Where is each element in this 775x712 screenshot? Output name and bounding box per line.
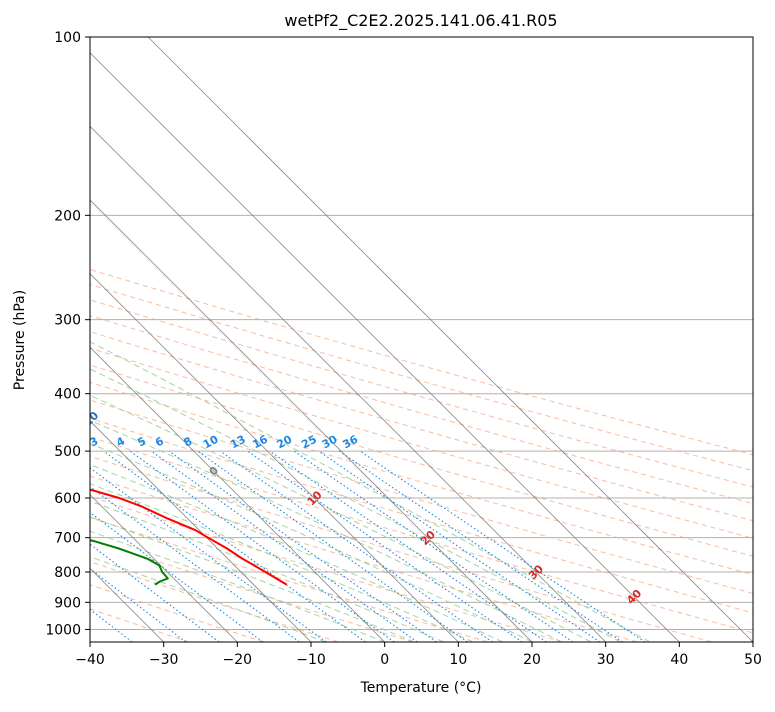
x-tick-label: −40 [75,652,105,668]
dry-adiabat-line [90,315,753,505]
x-tick-label: −20 [223,652,253,668]
x-axis-label: Temperature (°C) [360,680,482,696]
dry-adiabat-line [90,516,488,642]
dry-adiabat-line [90,561,339,642]
y-tick-label: 1000 [45,622,81,638]
x-axis-ticks: −40 −30 −20 −10 0 10 20 30 40 50 [75,642,762,668]
isotherm-line [90,125,606,642]
y-tick-label: 800 [54,565,81,581]
mixing-ratio-label: 25 [299,433,319,452]
x-tick-label: 0 [380,652,389,668]
y-tick-label: 700 [54,531,81,547]
isotherm-line [90,494,238,642]
mixing-ratio-line [247,450,523,642]
moist-adiabat-line [90,464,503,642]
mixing-ratio-label: 5 [135,434,148,449]
mixing-ratio-label: 20 [275,433,295,452]
y-tick-label: 400 [54,387,81,403]
isotherm-label: -10 [78,409,101,432]
x-tick-label: −30 [149,652,179,668]
isotherm-line [90,420,312,642]
mixing-ratio-label: 10 [201,433,221,452]
mixing-ratio-line [90,568,187,642]
moist-adiabat-line [90,341,651,642]
mixing-ratio-label: 30 [320,433,340,452]
mixing-ratio-line [359,450,646,642]
dry-adiabat-line [90,417,753,614]
mixing-ratio-line [151,450,418,642]
mixing-ratio-line [269,450,547,642]
isotherm-line [90,273,459,642]
mixing-ratio-line [197,450,468,642]
y-tick-label: 600 [54,491,81,507]
plot-frame [89,36,754,643]
moist-adiabat-line [90,419,562,642]
dry-adiabat-line [90,436,753,634]
dry-adiabat-line [90,331,753,522]
moist-adiabat-line [90,516,415,642]
mixing-ratio-label: 1.5 [21,432,44,453]
x-tick-label: 50 [744,652,762,668]
dry-adiabat-line [90,283,753,472]
dry-adiabat-line [90,495,563,642]
mixing-ratio-label: 1 [0,434,6,449]
x-tick-label: 10 [449,652,467,668]
mixing-ratio-label: 13 [228,433,248,452]
reference-lines [90,37,753,642]
dry-adiabat-line [90,584,264,642]
x-tick-label: 40 [670,652,688,668]
temperature-profile-line [90,488,288,586]
y-axis-ticks: 100 200 300 400 500 600 700 800 900 1000 [45,30,90,638]
moist-adiabat-line [90,483,474,642]
y-tick-label: 900 [54,595,81,611]
isotherm-line [147,37,753,642]
mixing-ratio-line [90,543,220,642]
moist-adiabat-line [90,368,621,642]
mixing-ratio-label: 36 [341,433,361,452]
mixing-ratio-line [293,450,574,642]
mixing-ratio-line [103,450,366,642]
dry-adiabat-line [90,455,712,642]
moist-adiabat-line [90,394,592,642]
dry-adiabat-line [90,381,753,576]
dry-adiabat-line [90,608,189,642]
mixing-ratio-label: 6 [153,434,166,449]
dry-adiabat-line [90,399,753,595]
moist-adiabat-line [90,556,326,642]
dry-adiabat-line [90,538,414,642]
mixing-ratio-line [168,450,437,642]
dry-adiabat-line [90,268,753,456]
isotherm-line [90,346,385,642]
moist-adiabat-line [90,442,533,642]
moist-adiabat-line [90,530,385,642]
dry-adiabat-line [90,475,638,642]
chart-title: wetPf2_C2E2.2025.141.06.41.R05 [284,11,557,31]
y-axis-label: Pressure (hPa) [12,290,28,390]
x-tick-label: 20 [523,652,541,668]
x-tick-label: −10 [296,652,326,668]
mixing-ratio-label: 3 [88,434,101,449]
dry-adiabat-line [90,299,753,488]
isotherm-line [90,199,533,642]
y-tick-label: 500 [54,444,81,460]
dry-adiabat-line [90,364,753,557]
mixing-ratio-line [318,450,601,642]
mixing-ratio-label: 16 [250,433,270,452]
y-tick-label: 100 [54,30,81,46]
x-tick-label: 30 [597,652,615,668]
sounding-profiles [90,488,288,586]
mixing-ratio-line [338,450,623,642]
isotherm-line [90,52,680,642]
y-tick-label: 200 [54,208,81,224]
mixing-ratio-line [90,467,327,642]
dry-adiabat-line [90,347,753,539]
y-tick-label: 300 [54,313,81,329]
